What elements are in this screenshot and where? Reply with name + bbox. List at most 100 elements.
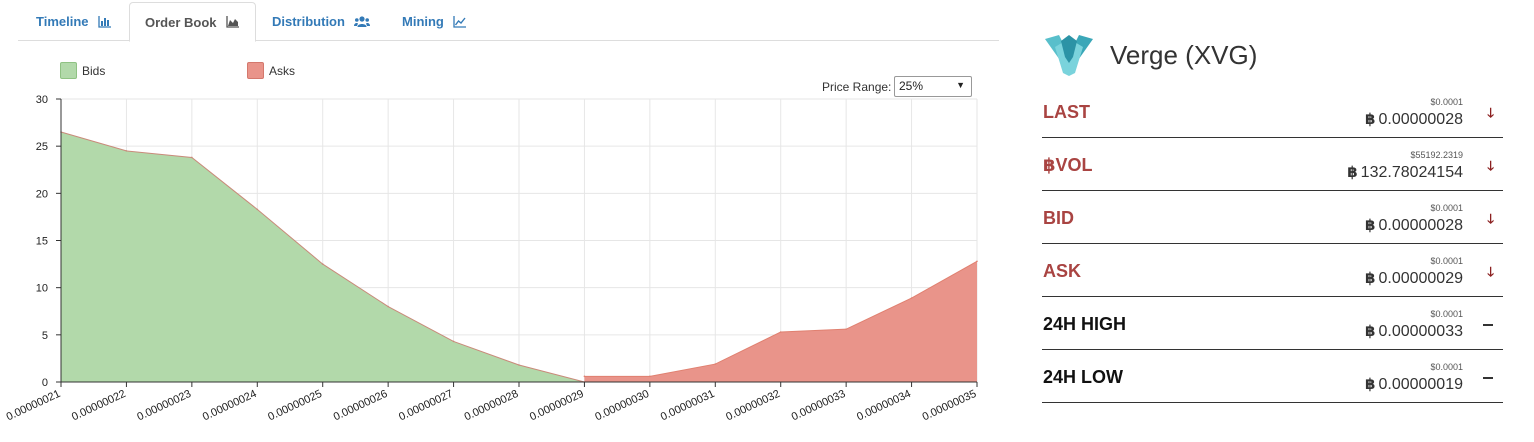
stat-row-ask: ASK $0.0001 ฿ 0.00000029 🡓 — [1042, 244, 1503, 297]
x-tick-label: 0.00000029 — [528, 388, 586, 423]
tab-timeline[interactable]: Timeline — [18, 2, 130, 41]
y-tick-label: 20 — [36, 188, 48, 200]
x-tick-label: 0.00000023 — [135, 388, 193, 423]
x-tick-label: 0.00000027 — [397, 388, 455, 423]
stat-btc-value: ฿ 0.00000033 — [1365, 322, 1463, 341]
bar-chart-icon — [97, 15, 111, 28]
arrow-down-icon: 🡓 — [1487, 105, 1494, 120]
data-point-asks — [910, 297, 913, 299]
data-point-asks — [583, 375, 586, 378]
legend-asks-label: Asks — [269, 63, 296, 78]
arrow-down-icon: 🡓 — [1487, 158, 1494, 173]
stat-btc-value: ฿ 0.00000028 — [1365, 216, 1463, 235]
stat-label: LAST — [1043, 102, 1090, 122]
x-tick-label: 0.00000024 — [201, 388, 259, 423]
stat-label: ASK — [1043, 261, 1082, 281]
x-tick-label: 0.00000033 — [790, 388, 848, 423]
tab-mining[interactable]: Mining — [402, 2, 467, 41]
x-tick-label: 0.00000035 — [921, 388, 979, 423]
stat-btc-value: ฿ 0.00000028 — [1365, 110, 1463, 129]
y-tick-label: 30 — [36, 94, 48, 106]
tab-mining-label: Mining — [402, 14, 444, 29]
tab-timeline-label: Timeline — [36, 14, 89, 29]
x-tick-label: 0.00000028 — [463, 388, 521, 423]
x-tick-label: 0.00000026 — [332, 388, 390, 423]
bitcoin-icon: ฿ — [1365, 376, 1376, 393]
data-point-asks — [649, 375, 651, 378]
stat-btc-value: ฿ 0.00000029 — [1365, 269, 1463, 288]
data-point-bids — [387, 305, 389, 308]
tab-distribution[interactable]: Distribution — [272, 2, 370, 41]
x-tick-label: 0.00000030 — [593, 388, 651, 423]
stat-usd-value: $0.0001 — [1430, 256, 1463, 266]
bitcoin-icon: ฿ — [1365, 217, 1376, 234]
series-area-bids — [61, 132, 585, 382]
legend-asks[interactable]: Asks — [247, 62, 295, 79]
stat-row-24h-low: 24H LOW $0.0001 ฿ 0.00000019 — [1042, 350, 1503, 403]
stat-btc-number: 0.00000028 — [1378, 111, 1463, 128]
y-tick-label: 10 — [36, 283, 48, 295]
stat-usd-value: $0.0001 — [1430, 309, 1463, 319]
x-tick-label: 0.00000025 — [266, 388, 324, 423]
series-area-asks — [584, 261, 977, 382]
chart-tabs: Timeline Order Book Distribution — [18, 0, 999, 42]
stat-label: BID — [1043, 208, 1074, 228]
data-point-bids — [256, 208, 259, 211]
stat-btc-value: ฿ 132.78024154 — [1347, 163, 1463, 182]
tab-order-book-label: Order Book — [145, 14, 217, 30]
data-point-bids — [321, 263, 324, 265]
bitcoin-icon: ฿ — [1365, 270, 1376, 287]
stat-usd-value: $0.0001 — [1430, 97, 1463, 107]
stat-btc-number: 0.00000033 — [1378, 323, 1463, 340]
data-point-bids — [125, 150, 128, 152]
stat-label: 24H LOW — [1043, 367, 1124, 387]
data-point-bids — [452, 340, 455, 343]
coin-title: Verge (XVG) — [1110, 39, 1258, 70]
data-point-bids — [191, 156, 193, 159]
x-tick-label: 0.00000022 — [70, 388, 128, 423]
stat-btc-value: ฿ 0.00000019 — [1365, 375, 1463, 394]
bitcoin-icon: ฿ — [1347, 164, 1358, 181]
users-icon — [353, 15, 370, 27]
arrow-down-icon: 🡓 — [1487, 211, 1494, 226]
x-tick-label: 0.00000034 — [855, 388, 913, 423]
stat-row-btc-volume: ฿VOL $55192.2319 ฿ 132.78024154 🡓 — [1042, 138, 1503, 191]
x-tick-label: 0.00000021 — [5, 388, 63, 423]
y-tick-label: 5 — [42, 330, 48, 342]
stat-row-bid: BID $0.0001 ฿ 0.00000028 🡓 — [1042, 191, 1503, 244]
stat-label: 24H HIGH — [1043, 314, 1127, 334]
minus-icon — [1483, 324, 1493, 326]
x-tick-label: 0.00000031 — [659, 388, 717, 423]
minus-icon — [1483, 377, 1493, 379]
stat-row-24h-high: 24H HIGH $0.0001 ฿ 0.00000033 — [1042, 297, 1503, 350]
y-tick-label: 25 — [36, 141, 48, 153]
legend-bids[interactable]: Bids — [60, 62, 105, 79]
data-point-asks — [779, 331, 782, 333]
data-point-bids — [518, 364, 520, 366]
stat-btc-number: 0.00000029 — [1378, 270, 1463, 287]
price-range-value: 25% — [899, 79, 924, 93]
coin-header: Verge (XVG) — [1043, 33, 1257, 77]
legend-bids-label: Bids — [82, 63, 106, 78]
tab-order-book[interactable]: Order Book — [129, 2, 256, 42]
legend-bids-swatch — [60, 62, 77, 79]
stat-usd-value: $0.0001 — [1430, 203, 1463, 213]
stat-btc-number: 132.78024154 — [1360, 164, 1463, 181]
y-tick-label: 0 — [42, 377, 48, 389]
stat-row-last: LAST $0.0001 ฿ 0.00000028 🡓 — [1042, 85, 1503, 138]
data-point-asks — [976, 260, 978, 263]
bitcoin-icon: ฿ — [1365, 323, 1376, 340]
tab-distribution-label: Distribution — [272, 14, 345, 29]
x-tick-label: 0.00000032 — [724, 388, 782, 423]
stat-label: ฿VOL — [1043, 155, 1093, 175]
stat-btc-number: 0.00000028 — [1378, 217, 1463, 234]
bitcoin-icon: ฿ — [1365, 111, 1376, 128]
market-stats: LAST $0.0001 ฿ 0.00000028 🡓 ฿VOL $55192.2… — [1042, 85, 1503, 403]
price-range-select[interactable]: 25% ▼ — [894, 76, 972, 97]
stat-usd-value: $0.0001 — [1430, 362, 1463, 372]
verge-logo-icon — [1045, 35, 1093, 76]
price-range-label: Price Range: — [822, 80, 892, 94]
data-point-asks — [714, 363, 717, 365]
chevron-down-icon: ▼ — [956, 80, 965, 90]
